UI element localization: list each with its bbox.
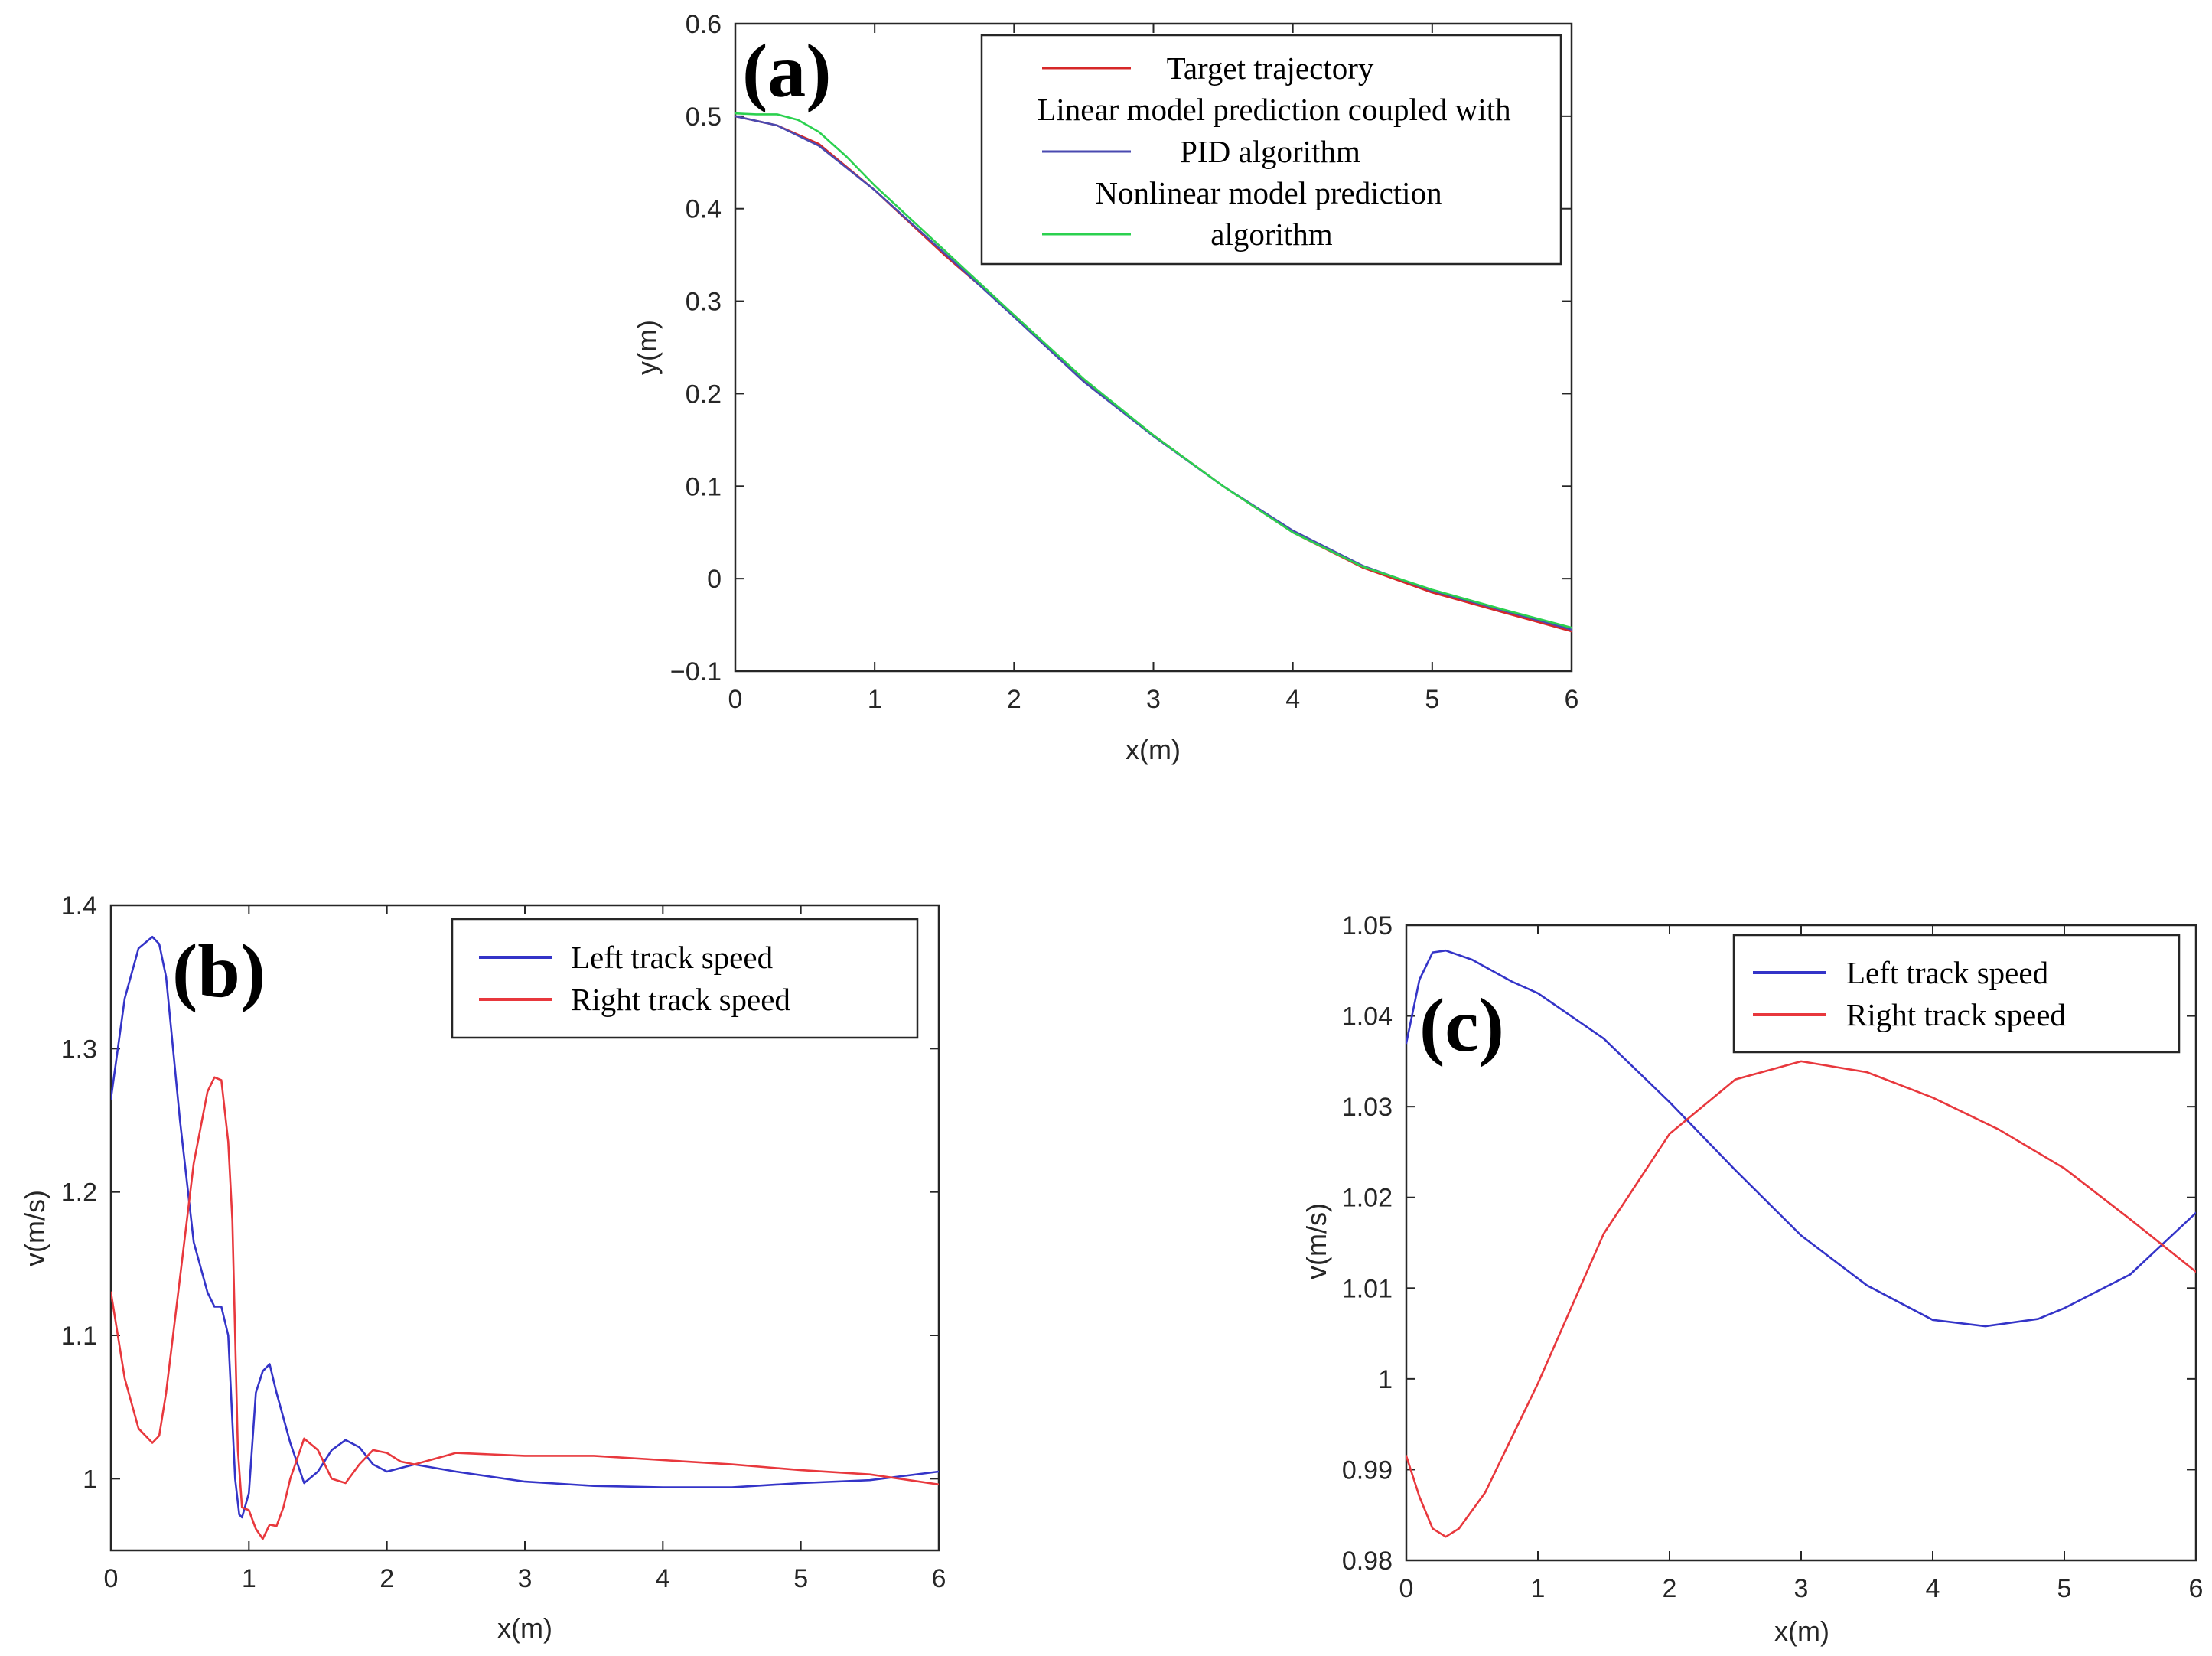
x-axis-label-b: x(m) [497, 1612, 552, 1644]
y-tick-label-c: 1.02 [1342, 1184, 1393, 1213]
legend-label-linear-model-line1: Linear model prediction coupled with [1037, 92, 1510, 127]
x-tick-label-b: 1 [242, 1564, 256, 1593]
y-tick-label-c: 0.99 [1342, 1456, 1393, 1485]
series-line-b-0 [111, 935, 939, 1519]
chart-b: 0 1 2 3 4 5 6 1 1.1 1.2 1.3 1.4 x(m) v(m/s) (b) Lef… [19, 892, 946, 1644]
x-tick-label-a: 5 [1425, 685, 1439, 714]
y-tick-label-b: 1.4 [61, 892, 97, 921]
y-tick-label-b: 1.1 [61, 1322, 97, 1351]
y-tick-label-b: 1.2 [61, 1178, 97, 1208]
legend-label-linear-model-line2: PID algorithm [1180, 134, 1360, 169]
series-group-b [111, 935, 939, 1540]
x-tick-label-c: 3 [1794, 1574, 1809, 1603]
y-tick-label-c: 1.05 [1342, 911, 1393, 940]
legend-box-b [451, 918, 919, 1039]
series-line-c-1 [1406, 1060, 2196, 1538]
x-tick-label-a: 0 [728, 685, 743, 714]
legend-label-left-track-c: Left track speed [1846, 955, 2048, 990]
y-axis-label-c: v(m/s) [1301, 1203, 1332, 1279]
legend-label-left-track-b: Left track speed [571, 940, 773, 975]
panel-label-b: (b) [172, 928, 266, 1013]
chart-c: 0 1 2 3 4 5 6 0.98 0.99 1 1.01 1.02 1.03 1.04 1.05 x(m… [1301, 911, 2203, 1647]
legend-label-nonlinear-model-line1: Nonlinear model prediction [1095, 175, 1442, 210]
y-tick-label-a: 0.2 [686, 380, 722, 409]
series-group-a [735, 112, 1572, 633]
x-axis-label-c: x(m) [1774, 1615, 1829, 1647]
legend-box-c [1732, 934, 2181, 1054]
chart-a: 0 1 2 3 4 5 6−0.100.10.20.30.40.50.6 x(m) y(m)… [631, 10, 1578, 765]
y-tick-label-a: 0.5 [686, 103, 722, 132]
x-tick-label-b: 6 [932, 1564, 946, 1593]
x-tick-label-c: 0 [1399, 1574, 1414, 1603]
y-tick-label-b: 1 [83, 1465, 97, 1494]
x-axis-label-a: x(m) [1126, 734, 1181, 765]
x-tick-label-b: 5 [793, 1564, 808, 1593]
legend-a: Target trajectory Linear model predictio… [980, 34, 1562, 266]
ticks-c: 0 1 2 3 4 5 6 0.98 0.99 1 1.01 1.02 1.03 1.04 1.05 [1342, 911, 2204, 1603]
x-tick-label-b: 0 [104, 1564, 119, 1593]
series-line-b-1 [111, 1076, 939, 1540]
panel-label-a: (a) [742, 28, 832, 113]
x-tick-label-a: 1 [868, 685, 882, 714]
series-group-c [1406, 949, 2196, 1538]
series-line-a-2 [735, 112, 1572, 629]
legend-label-right-track-c: Right track speed [1846, 997, 2066, 1032]
y-axis-label-a: y(m) [631, 320, 663, 375]
x-tick-label-b: 4 [656, 1564, 670, 1593]
legend-b: Left track speed Right track speed [451, 918, 919, 1039]
y-axis-label-b: v(m/s) [19, 1190, 50, 1266]
y-tick-label-a: 0.6 [686, 10, 722, 39]
legend-label-nonlinear-model-line2: algorithm [1210, 217, 1333, 252]
legend-label-target-trajectory: Target trajectory [1167, 51, 1374, 86]
y-tick-label-c: 1.01 [1342, 1274, 1393, 1303]
y-tick-label-a: 0 [707, 565, 722, 594]
x-tick-label-c: 2 [1663, 1574, 1677, 1603]
ticks-b: 0 1 2 3 4 5 6 1 1.1 1.2 1.3 1.4 [61, 892, 946, 1593]
y-tick-label-c: 1.04 [1342, 1002, 1393, 1032]
ticks-a: 0 1 2 3 4 5 6−0.100.10.20.30.40.50.6 [670, 10, 1579, 714]
panel-label-c: (c) [1419, 983, 1504, 1068]
y-tick-label-c: 1.03 [1342, 1093, 1393, 1122]
x-tick-label-a: 4 [1285, 685, 1300, 714]
x-tick-label-a: 2 [1007, 685, 1021, 714]
y-tick-label-a: 0.4 [686, 195, 722, 224]
legend-box-a [980, 34, 1562, 266]
x-tick-label-c: 6 [2189, 1574, 2204, 1603]
y-tick-label-a: −0.1 [670, 657, 722, 686]
series-line-c-0 [1406, 949, 2196, 1328]
y-tick-label-c: 0.98 [1342, 1547, 1393, 1576]
y-tick-label-b: 1.3 [61, 1035, 97, 1064]
x-tick-label-c: 4 [1926, 1574, 1940, 1603]
x-tick-label-b: 3 [518, 1564, 533, 1593]
x-tick-label-c: 5 [2057, 1574, 2072, 1603]
legend-label-right-track-b: Right track speed [571, 982, 790, 1017]
y-tick-label-a: 0.1 [686, 472, 722, 501]
legend-c: Left track speed Right track speed [1732, 934, 2181, 1054]
y-tick-label-a: 0.3 [686, 288, 722, 317]
x-tick-label-a: 6 [1565, 685, 1579, 714]
y-tick-label-c: 1 [1378, 1365, 1393, 1394]
x-tick-label-b: 2 [380, 1564, 394, 1593]
x-tick-label-c: 1 [1531, 1574, 1546, 1603]
x-tick-label-a: 3 [1146, 685, 1161, 714]
